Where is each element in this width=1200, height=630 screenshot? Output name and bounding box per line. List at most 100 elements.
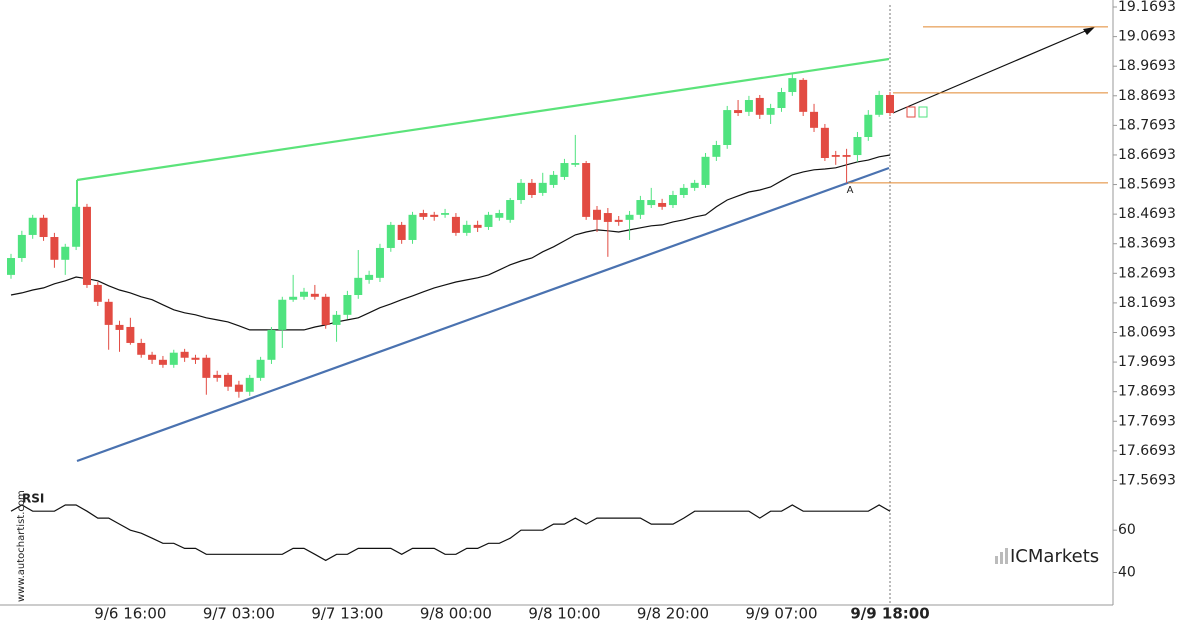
candle-body: [28, 217, 37, 235]
candle: [441, 208, 450, 218]
candle-body: [484, 214, 493, 227]
candle: [593, 205, 601, 232]
candle-body: [289, 296, 298, 300]
candle: [517, 179, 526, 204]
candle: [647, 187, 656, 209]
candle: [93, 281, 102, 306]
x-tick-label: 9/8 10:00: [528, 605, 600, 623]
y-tick-label: 18.9693: [1118, 58, 1176, 74]
candle: [810, 103, 819, 132]
candle-body: [527, 182, 536, 195]
candle: [61, 243, 70, 275]
candle: [224, 372, 233, 391]
candle-body: [744, 100, 753, 112]
candle-body: [354, 277, 363, 296]
candle: [289, 274, 298, 302]
candle: [321, 293, 330, 329]
candle: [397, 221, 406, 244]
candle: [310, 284, 319, 300]
candle: [202, 354, 211, 395]
candle-body: [397, 224, 406, 240]
candle-body: [300, 291, 308, 297]
projected-candle: [906, 106, 916, 118]
y-tick-label: 19.0693: [1118, 29, 1176, 45]
candle-body: [50, 237, 59, 260]
candle-body: [82, 206, 91, 285]
candle: [473, 220, 482, 232]
y-tick-label: 18.1693: [1118, 295, 1176, 311]
candle-body: [213, 374, 222, 378]
rsi-label: RSI: [22, 492, 44, 506]
projection-arrow: [892, 28, 1091, 114]
y-tick-label: 17.7693: [1118, 413, 1176, 429]
candle: [169, 349, 178, 368]
candle: [777, 87, 786, 112]
candle: [126, 317, 135, 345]
candle-body: [549, 174, 558, 185]
point-label: A: [847, 185, 854, 196]
candle-body: [723, 110, 732, 145]
candle: [788, 73, 797, 96]
candle: [343, 290, 352, 319]
candle: [375, 243, 384, 282]
candle-body: [679, 187, 688, 195]
x-tick-label: 9/6 16:00: [94, 605, 166, 623]
candle: [506, 197, 515, 223]
x-tick-label: 9/7 03:00: [203, 605, 275, 623]
x-tick-label: 9/9 07:00: [745, 605, 817, 623]
y-tick-label: 18.4693: [1118, 206, 1176, 222]
candle: [603, 208, 612, 257]
y-tick-label: 18.2693: [1118, 265, 1176, 281]
candle-body: [571, 163, 580, 165]
y-tick-label: 19.1693: [1118, 0, 1176, 15]
brand-logo: ICMarkets: [995, 546, 1099, 567]
candle-body: [224, 374, 233, 387]
candle-body: [441, 213, 450, 215]
candle: [886, 92, 894, 116]
candle: [256, 356, 265, 381]
candle-body: [365, 274, 374, 280]
candle: [267, 326, 276, 364]
rsi-line: [10, 504, 891, 562]
candle: [148, 351, 157, 364]
candle: [72, 203, 81, 251]
candle: [332, 310, 341, 342]
candle: [115, 320, 124, 352]
candle-body: [267, 329, 276, 360]
support-line: [76, 166, 890, 463]
candle-body: [875, 94, 884, 115]
candle: [636, 195, 645, 219]
candle-body: [148, 354, 157, 360]
candle: [7, 253, 15, 279]
candle-body: [386, 224, 395, 248]
candle-body: [7, 258, 15, 275]
projection-arrow-head: [1083, 27, 1095, 35]
candle: [668, 190, 677, 209]
candle-body: [451, 216, 460, 233]
candle: [875, 90, 884, 117]
candle: [300, 287, 308, 300]
candle-body: [115, 324, 124, 330]
candle: [582, 160, 591, 220]
candle: [755, 94, 764, 119]
candle: [408, 211, 417, 244]
candle-body: [777, 92, 786, 109]
candle-body: [408, 214, 417, 240]
candle-body: [842, 155, 851, 157]
candle: [625, 210, 634, 240]
candle: [354, 250, 363, 299]
candle: [28, 214, 37, 239]
candle: [831, 150, 840, 165]
candle: [549, 171, 558, 188]
y-tick-label: 17.8693: [1118, 384, 1176, 400]
candle-body: [625, 214, 634, 220]
candle: [484, 211, 493, 230]
candle-body: [137, 342, 146, 355]
candle-body: [321, 296, 330, 325]
candle: [82, 203, 91, 288]
candle-body: [820, 127, 829, 159]
candle: [278, 296, 287, 348]
x-tick-label: 9/9 18:00: [850, 605, 929, 623]
candle-body: [72, 206, 81, 247]
candle-body: [517, 182, 526, 201]
